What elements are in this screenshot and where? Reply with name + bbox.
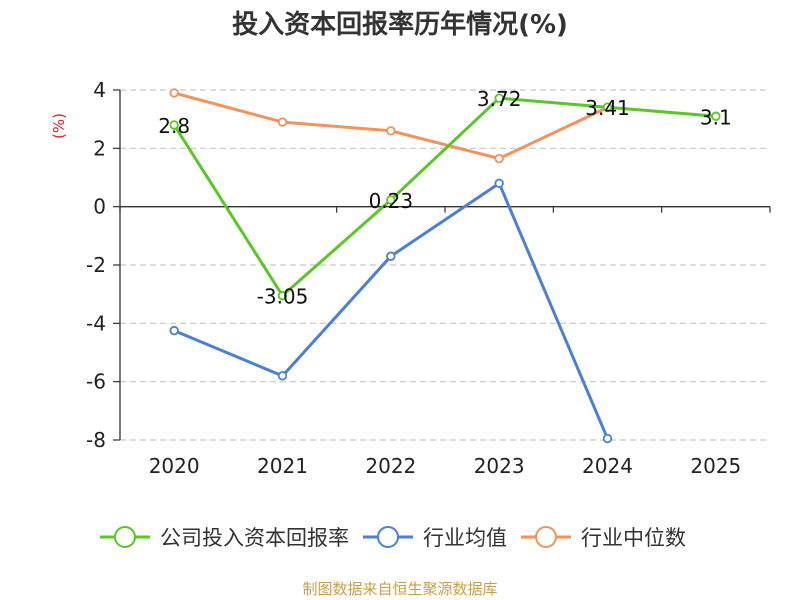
legend-marker xyxy=(535,526,557,548)
data-point[interactable] xyxy=(169,325,179,336)
series-layer xyxy=(169,88,721,444)
chart-title: 投入资本回报率历年情况(%) xyxy=(232,9,568,40)
y-axis-label: (%) xyxy=(50,113,68,139)
y-tick-label: -8 xyxy=(86,428,106,452)
data-point[interactable] xyxy=(494,178,504,189)
legend-marker xyxy=(114,526,136,548)
y-tick-label: -4 xyxy=(86,311,106,335)
data-label: 3.1 xyxy=(700,105,732,129)
series-0 xyxy=(169,93,721,301)
legend-item[interactable]: 行业均值 xyxy=(363,526,507,550)
legend-label: 行业中位数 xyxy=(581,526,686,550)
x-tick-label: 2025 xyxy=(690,454,741,478)
data-label: 2.8 xyxy=(158,114,190,138)
series-2 xyxy=(169,88,613,164)
data-point[interactable] xyxy=(277,371,288,381)
data-label-layer: 2.8 -3.05 0.23 3.72 3.41 3.1 xyxy=(158,87,731,308)
data-point[interactable] xyxy=(602,102,613,112)
legend-item[interactable]: 公司投入资本回报率 xyxy=(100,526,349,550)
data-point[interactable] xyxy=(169,88,179,98)
data-point[interactable] xyxy=(277,117,288,127)
legend-item[interactable]: 行业中位数 xyxy=(521,526,686,550)
data-point[interactable] xyxy=(386,251,396,261)
data-label: 3.41 xyxy=(585,96,630,120)
data-point[interactable] xyxy=(386,195,396,205)
data-label: 0.23 xyxy=(369,189,414,213)
x-tick-label: 2020 xyxy=(149,454,200,478)
data-point[interactable] xyxy=(494,153,504,164)
y-tick-label: 2 xyxy=(93,136,106,160)
data-label: -3.05 xyxy=(257,285,309,309)
legend-label: 行业均值 xyxy=(423,526,507,550)
legend[interactable]: 公司投入资本回报率 行业均值 行业中位数 xyxy=(100,526,686,550)
data-point[interactable] xyxy=(169,120,179,130)
data-point[interactable] xyxy=(602,433,613,444)
x-tick-label: 2024 xyxy=(582,454,633,478)
series-line xyxy=(173,181,609,440)
series-1 xyxy=(169,178,613,444)
legend-label: 公司投入资本回报率 xyxy=(160,526,349,550)
legend-marker xyxy=(377,526,399,548)
axis-layer: 4 2 0 -2 -4 -6 -8 2020 2021 2022 2023 2024 2025 xyxy=(86,78,771,478)
data-point[interactable] xyxy=(386,126,396,136)
y-tick-label: 0 xyxy=(93,195,106,219)
data-point[interactable] xyxy=(494,93,504,103)
data-point[interactable] xyxy=(277,290,288,301)
grid-layer xyxy=(120,89,770,441)
data-label: 3.72 xyxy=(477,87,522,111)
x-tick-label: 2021 xyxy=(257,454,308,478)
x-tick-label: 2023 xyxy=(474,454,525,478)
source-note: 制图数据来自恒生聚源数据库 xyxy=(302,580,497,598)
y-tick-label: -6 xyxy=(86,370,106,394)
data-point[interactable] xyxy=(711,111,721,121)
y-tick-label: -2 xyxy=(86,253,106,277)
x-tick-label: 2022 xyxy=(365,454,416,478)
series-line xyxy=(172,96,716,298)
y-tick-label: 4 xyxy=(93,78,106,102)
